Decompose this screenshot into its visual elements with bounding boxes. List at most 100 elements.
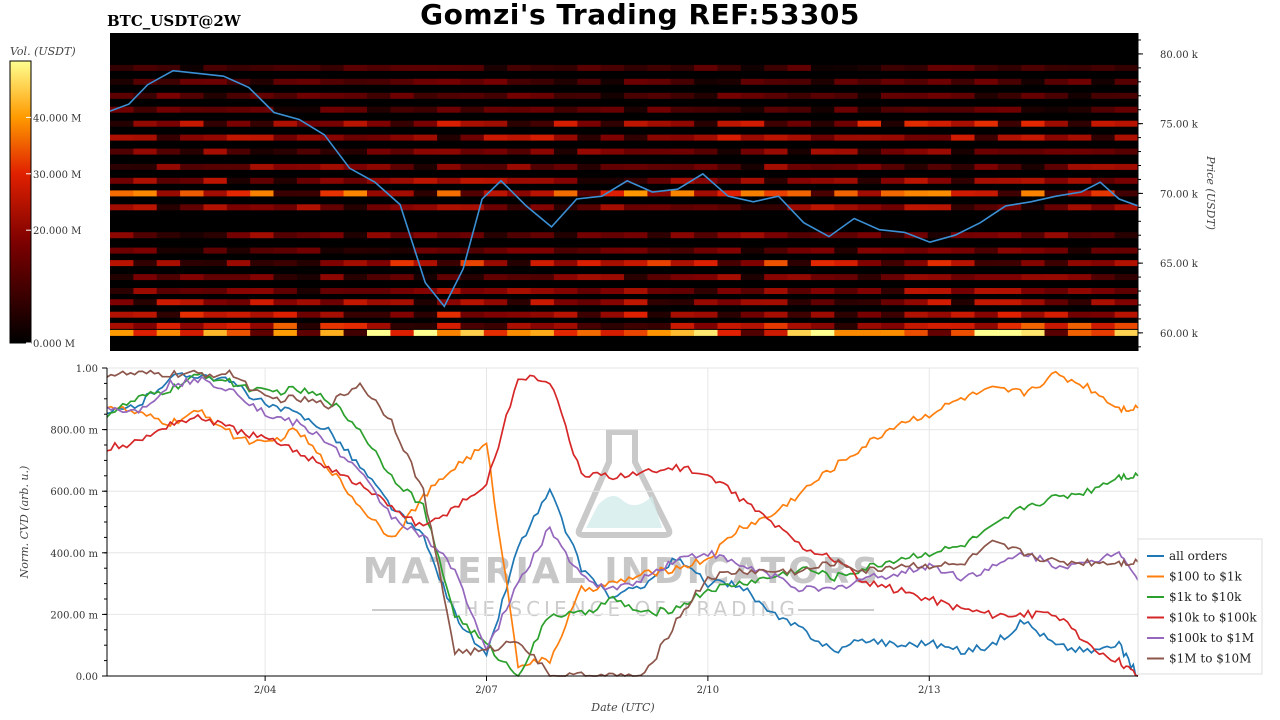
- heatmap-cell: [343, 299, 368, 306]
- heatmap-cell: [1067, 148, 1092, 155]
- heatmap-cell: [530, 232, 555, 239]
- heatmap-cell: [787, 134, 812, 141]
- heatmap-cell: [600, 322, 625, 329]
- legend-item[interactable]: $1k to $10k: [1147, 590, 1242, 604]
- heatmap-cell: [881, 134, 905, 141]
- heatmap-cell: [927, 78, 952, 85]
- legend-item[interactable]: $100k to $1M: [1147, 631, 1254, 645]
- heatmap-cell: [694, 288, 718, 294]
- heatmap-cell: [624, 311, 648, 318]
- heatmap-cell: [320, 322, 345, 329]
- heatmap-cell: [437, 120, 461, 127]
- heatmap-cell: [367, 260, 391, 267]
- heatmap-cell: [390, 247, 415, 254]
- heatmap-cell: [834, 106, 859, 113]
- heatmap-cell: [296, 232, 321, 239]
- legend[interactable]: all orders $100 to $1k $1k to $10k $10k to …: [1137, 538, 1263, 675]
- legend-item[interactable]: all orders: [1147, 549, 1227, 563]
- heatmap-cell: [787, 232, 812, 239]
- heatmap-cell: [460, 106, 485, 113]
- heatmap-cell: [717, 163, 742, 170]
- heatmap-cell: [624, 78, 648, 85]
- heatmap-cell: [764, 274, 789, 281]
- heatmap-cell: [857, 134, 882, 141]
- heatmap-cell: [273, 78, 298, 85]
- heatmap-cell: [156, 163, 181, 170]
- heatmap-cell: [110, 232, 134, 239]
- heatmap-cell: [927, 311, 952, 318]
- heatmap-cell: [507, 204, 532, 211]
- heatmap-cell: [904, 148, 929, 155]
- legend-item[interactable]: $10k to $100k: [1147, 611, 1257, 625]
- heatmap-cell: [1044, 204, 1069, 211]
- heatmap-cell: [810, 163, 835, 170]
- heatmap-cell: [764, 322, 789, 329]
- heatmap-cell: [320, 299, 345, 306]
- heatmap-cell: [740, 204, 765, 211]
- heatmap-cell: [367, 78, 391, 85]
- heatmap-cell: [1091, 204, 1116, 211]
- heatmap-cell: [250, 274, 275, 281]
- heatmap-cell: [483, 260, 508, 267]
- heatmap-cell: [273, 260, 298, 267]
- heatmap-cell: [437, 92, 461, 99]
- heatmap-cell: [974, 148, 999, 155]
- legend-item[interactable]: $1M to $10M: [1147, 652, 1251, 666]
- heatmap-cell: [343, 64, 368, 71]
- heatmap-cell: [670, 329, 695, 336]
- heatmap-cell: [974, 329, 999, 336]
- heatmap-cell: [927, 260, 952, 267]
- heatmap-cell: [974, 78, 999, 85]
- heatmap-cell: [927, 92, 952, 99]
- heatmap-cell: [390, 106, 415, 113]
- heatmap-cell: [670, 64, 695, 71]
- heatmap-cell: [296, 134, 321, 141]
- heatmap-cell: [974, 134, 999, 141]
- heatmap-cell: [553, 177, 578, 184]
- heatmap-cell: [600, 177, 625, 184]
- heatmap-cell: [483, 204, 508, 211]
- heatmap-cell: [460, 204, 485, 211]
- heatmap-cell: [881, 177, 905, 184]
- heatmap-cell: [553, 78, 578, 85]
- heatmap-cell: [1067, 232, 1092, 239]
- heatmap-cell: [460, 260, 485, 267]
- heatmap-cell: [1044, 190, 1069, 197]
- heatmap-cell: [390, 190, 415, 197]
- heatmap-cell: [904, 163, 929, 170]
- heatmap-cell: [577, 204, 602, 211]
- heatmap-cell: [1044, 247, 1069, 254]
- heatmap-cell: [390, 177, 415, 184]
- heatmap-cell: [810, 177, 835, 184]
- heatmap-cell: [1114, 106, 1139, 113]
- heatmap-cell: [110, 148, 134, 155]
- heatmap-cell: [577, 177, 602, 184]
- heatmap-cell: [203, 247, 228, 254]
- cvd-y-tick-label: 600.00 m: [50, 487, 98, 498]
- heatmap-cell: [1021, 134, 1046, 141]
- heatmap-cell: [577, 120, 602, 127]
- heatmap-cell: [577, 148, 602, 155]
- heatmap-cell: [1114, 329, 1139, 336]
- heatmap-cell: [1021, 64, 1046, 71]
- heatmap-cell: [974, 163, 999, 170]
- heatmap-cell: [694, 64, 718, 71]
- heatmap-cell: [180, 247, 204, 254]
- legend-item[interactable]: $100 to $1k: [1147, 570, 1242, 584]
- heatmap-cell: [1044, 232, 1069, 239]
- heatmap-cell: [226, 64, 251, 71]
- heatmap-cell: [367, 232, 391, 239]
- heatmap-cell: [250, 190, 275, 197]
- heatmap-cell: [857, 247, 882, 254]
- heatmap-cell: [670, 299, 695, 306]
- heatmap-cell: [881, 78, 905, 85]
- heatmap-cell: [600, 134, 625, 141]
- heatmap-cell: [927, 120, 952, 127]
- heatmap-cell: [390, 311, 415, 318]
- heatmap-cell: [1091, 247, 1116, 254]
- heatmap-cell: [927, 64, 952, 71]
- heatmap-cell: [413, 120, 438, 127]
- heatmap-cell: [390, 148, 415, 155]
- legend-label: $100 to $1k: [1169, 570, 1242, 584]
- heatmap-cell: [997, 78, 1022, 85]
